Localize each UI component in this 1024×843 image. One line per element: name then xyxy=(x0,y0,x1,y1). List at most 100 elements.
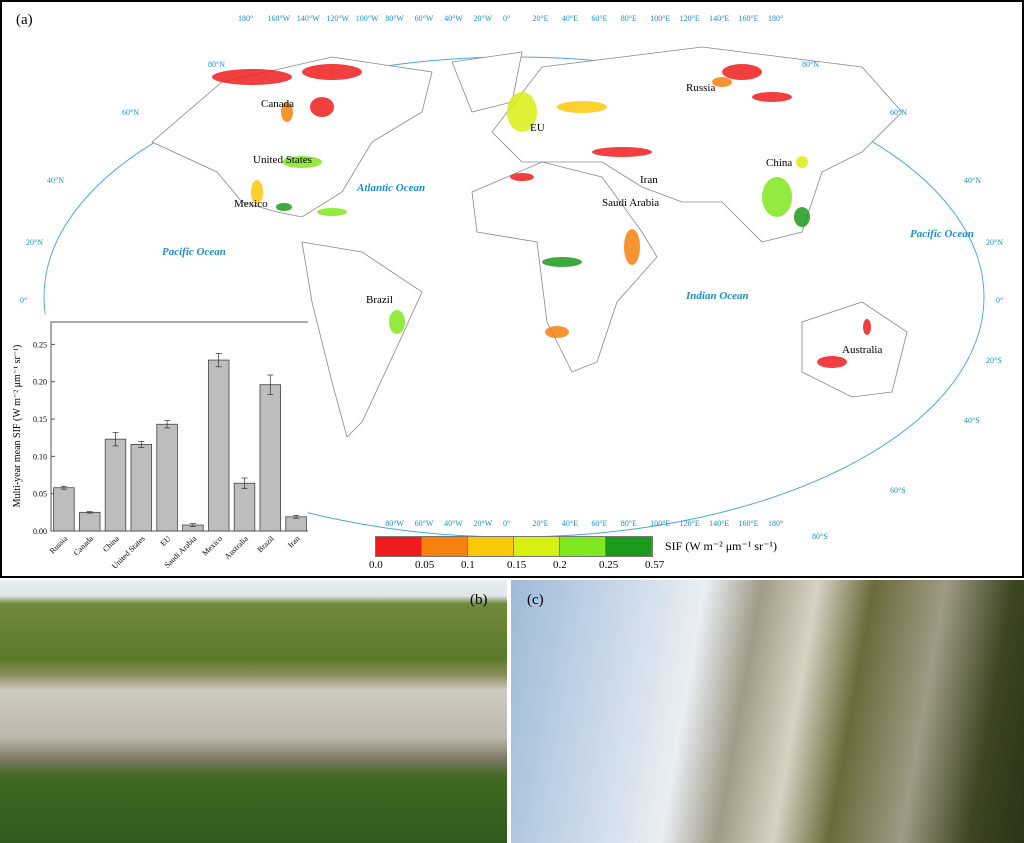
legend-tick: 0.25 xyxy=(599,559,619,571)
ocean-label: Pacific Ocean xyxy=(910,228,974,240)
y-tick-label: 0.25 xyxy=(33,340,47,349)
latitude-label: 80°N xyxy=(208,60,225,69)
longitude-label: 120°W xyxy=(326,14,350,23)
x-tick-label: Australia xyxy=(223,534,250,561)
y-tick-label: 0.20 xyxy=(33,378,47,387)
x-tick-label: EU xyxy=(159,534,173,548)
sif-patch xyxy=(302,64,362,80)
longitude-label: 20°E xyxy=(532,14,549,23)
country-label: Mexico xyxy=(234,198,268,210)
sif-patch xyxy=(282,156,322,168)
y-tick-label: 0.10 xyxy=(33,452,47,461)
photo-karst-cliff-b: (b) xyxy=(0,580,507,843)
x-tick-label: Mexico xyxy=(200,534,224,558)
sif-patch xyxy=(507,92,537,132)
longitude-label: 40°W xyxy=(444,14,463,23)
sif-patch xyxy=(281,102,293,122)
sif-patches xyxy=(212,64,871,368)
sif-patch xyxy=(251,180,263,204)
y-axis-label: Multi-year mean SIF (W m⁻² μm⁻¹ sr⁻¹) xyxy=(12,345,23,508)
photo-karst-cliff-c: (c) xyxy=(511,580,1024,843)
x-tick-label: China xyxy=(101,534,121,554)
longitude-label: 100°W xyxy=(355,14,379,23)
longitude-label: 40°W xyxy=(444,519,463,528)
sif-patch xyxy=(545,326,569,338)
y-tick-label: 0.15 xyxy=(33,415,47,424)
bar xyxy=(130,444,153,532)
sif-patch xyxy=(510,173,534,181)
world-map xyxy=(43,46,985,538)
legend-swatch xyxy=(560,537,606,556)
bar xyxy=(233,482,256,532)
sif-patch xyxy=(863,319,871,335)
longitude-label: 160°E xyxy=(738,519,759,528)
latitude-label: 60°N xyxy=(890,108,907,117)
south-america xyxy=(301,241,423,438)
longitude-label: 60°E xyxy=(591,14,608,23)
legend-tick: 0.0 xyxy=(369,559,383,571)
x-tick-label: Russia xyxy=(48,534,70,556)
longitude-label: 20°E xyxy=(532,519,549,528)
longitude-label: 60°W xyxy=(414,519,434,528)
sif-patch xyxy=(762,177,792,217)
sif-patch xyxy=(557,101,607,113)
legend-tick: 0.2 xyxy=(553,559,567,571)
sif-patch xyxy=(592,147,652,157)
inset-bar-chart: Multi-year mean SIF (W m⁻² μm⁻¹ sr⁻¹) 0.… xyxy=(8,314,308,574)
eurasia xyxy=(491,46,903,243)
country-label: Iran xyxy=(640,174,658,186)
bar xyxy=(259,384,282,532)
legend-swatch xyxy=(606,537,652,556)
country-label: Canada xyxy=(261,98,294,110)
legend-colorbar xyxy=(375,536,653,557)
plot-frame xyxy=(50,321,308,532)
panel-label-c: (c) xyxy=(527,592,544,608)
latitude-label: 20°S xyxy=(986,356,1002,365)
longitude-label: 140°E xyxy=(709,519,730,528)
longitude-label: 140°E xyxy=(709,14,730,23)
sif-patch xyxy=(310,97,334,117)
legend-ticks: 0.0 0.05 0.1 0.15 0.2 0.25 0.57 xyxy=(369,557,664,573)
x-tick-label: Brazil xyxy=(256,534,277,555)
legend-swatch xyxy=(514,537,560,556)
legend-tick: 0.1 xyxy=(461,559,475,571)
country-label: China xyxy=(766,157,793,169)
legend-title: SIF (W m⁻² μm⁻¹ sr⁻¹) xyxy=(665,539,778,553)
latitude-label: 60°N xyxy=(122,108,139,117)
country-label: Australia xyxy=(842,344,883,356)
longitude-label: 40°E xyxy=(561,14,578,23)
sif-patch xyxy=(542,257,582,267)
latitude-label: 0° xyxy=(20,296,28,305)
bar xyxy=(207,359,230,532)
longitude-label: 160°E xyxy=(738,14,759,23)
sif-patch xyxy=(796,156,808,168)
bar xyxy=(285,516,307,532)
latitude-label: 40°N xyxy=(47,176,64,185)
sif-patch xyxy=(317,208,347,216)
latitude-label: 40°N xyxy=(964,176,981,185)
legend-tick: 0.57 xyxy=(645,559,665,571)
sif-patch xyxy=(624,229,640,265)
longitude-label: 40°E xyxy=(561,519,578,528)
latitude-label: 80°S xyxy=(812,532,828,541)
ocean-label: Pacific Ocean xyxy=(162,246,226,258)
longitude-label: 60°E xyxy=(591,519,608,528)
sif-legend: SIF (W m⁻² μm⁻¹ sr⁻¹) 0.0 0.05 0.1 0.15 0.2 0… xyxy=(369,536,777,573)
legend-swatch xyxy=(468,537,514,556)
country-label: Saudi Arabia xyxy=(602,197,660,209)
bar xyxy=(53,487,75,532)
latitude-label: 20°N xyxy=(986,238,1003,247)
continent-outlines xyxy=(151,46,908,438)
longitude-label: 0° xyxy=(503,519,511,528)
longitude-label: 100°E xyxy=(650,14,671,23)
bar xyxy=(78,511,101,532)
longitude-label: 180° xyxy=(768,14,784,23)
longitude-label: 80°W xyxy=(385,14,404,23)
longitude-label: 140°W xyxy=(296,14,320,23)
longitude-label: 160°W xyxy=(267,14,291,23)
bar xyxy=(156,423,178,532)
north-america xyxy=(151,56,433,218)
legend-swatch xyxy=(376,537,422,556)
panel-a-map: (a) 180° 160°W 140°W 120°W 100°W 80°W 80°W 60°W… xyxy=(0,0,1024,578)
longitude-label: 180° xyxy=(238,14,254,23)
